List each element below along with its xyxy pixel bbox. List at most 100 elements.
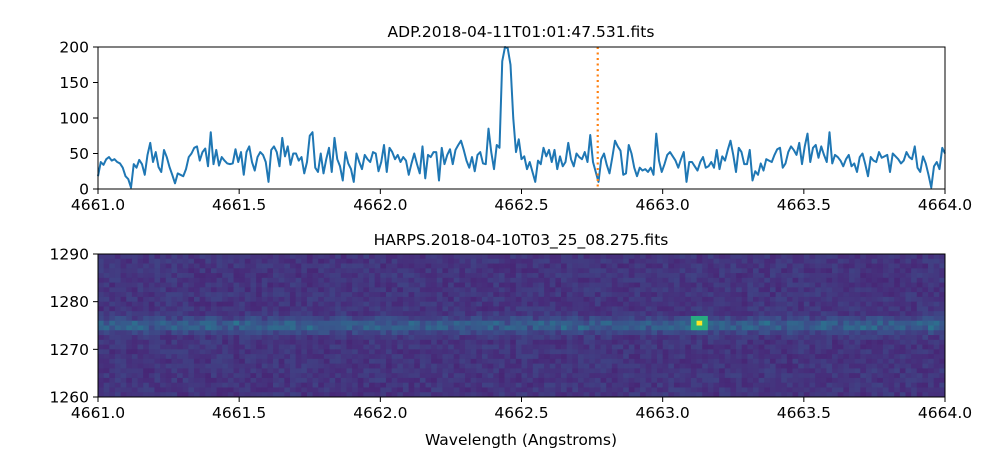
heatmap-cell (273, 358, 280, 365)
heatmap-cell (380, 325, 387, 331)
heatmap-cell (820, 358, 827, 365)
heatmap-cell (882, 339, 889, 345)
heatmap-cell (696, 254, 703, 260)
heatmap-cell (442, 320, 449, 326)
heatmap-cell (690, 277, 697, 283)
heatmap-cell (922, 311, 929, 317)
heatmap-cell (391, 344, 398, 350)
heatmap-cell (188, 377, 195, 384)
heatmap-cell (566, 363, 573, 369)
heatmap-cell (928, 268, 935, 274)
heatmap-cell (645, 330, 652, 336)
heatmap-cell (939, 268, 946, 274)
heatmap-cell (380, 373, 387, 379)
heatmap-cell (860, 277, 867, 283)
heatmap-cell (273, 339, 280, 345)
heatmap-cell (346, 368, 353, 374)
heatmap-cell (645, 320, 652, 326)
heatmap-cell (160, 268, 167, 274)
heatmap-cell (504, 254, 511, 260)
heatmap-cell (459, 344, 466, 350)
heatmap-cell (803, 292, 810, 298)
heatmap-cell (916, 263, 923, 269)
heatmap-cell (865, 296, 872, 303)
heatmap-cell (154, 377, 161, 384)
heatmap-cell (555, 254, 562, 260)
heatmap-cell (126, 344, 133, 350)
heatmap-cell (532, 254, 539, 260)
heatmap-cell (566, 282, 573, 288)
heatmap-cell (645, 268, 652, 274)
heatmap-cell (391, 320, 398, 326)
heatmap-cell (589, 301, 596, 307)
heatmap-cell (769, 258, 776, 264)
heatmap-cell (357, 363, 364, 369)
heatmap-cell (527, 392, 534, 398)
heatmap-cell (832, 344, 839, 350)
heatmap-cell (679, 268, 686, 274)
heatmap-cell (295, 382, 302, 388)
heatmap-cell (764, 306, 771, 312)
heatmap-cell (137, 254, 144, 260)
heatmap-cell (600, 349, 607, 355)
heatmap-cell (532, 282, 539, 288)
heatmap-cell (527, 311, 534, 317)
heatmap-cell (849, 263, 856, 269)
heatmap-cell (222, 325, 229, 331)
heatmap-cell (623, 320, 630, 326)
heatmap-cell (244, 354, 251, 360)
heatmap-cell (148, 377, 155, 384)
heatmap-cell (532, 392, 539, 398)
heatmap-cell (871, 339, 878, 345)
heatmap-cell (374, 363, 381, 369)
heatmap-cell (741, 263, 748, 269)
heatmap-cell (261, 373, 268, 379)
heatmap-cell (521, 330, 528, 336)
heatmap-cell (171, 306, 178, 312)
heatmap-cell (860, 320, 867, 326)
heatmap-cell (267, 363, 274, 369)
heatmap-cell (521, 258, 528, 264)
heatmap-cell (544, 273, 551, 279)
heatmap-cell (448, 301, 455, 307)
heatmap-cell (634, 277, 641, 283)
heatmap-cell (645, 287, 652, 293)
heatmap-cell (171, 354, 178, 360)
heatmap-cell (657, 344, 664, 350)
heatmap-cell (719, 344, 726, 350)
heatmap-cell (369, 373, 376, 379)
heatmap-cell (521, 349, 528, 355)
heatmap-cell (346, 273, 353, 279)
heatmap-cell (736, 282, 743, 288)
heatmap-cell (131, 392, 138, 398)
heatmap-cell (939, 296, 946, 303)
heatmap-cell (154, 325, 161, 331)
heatmap-cell (510, 382, 517, 388)
heatmap-cell (899, 335, 906, 341)
heatmap-cell (374, 358, 381, 365)
heatmap-cell (448, 282, 455, 288)
heatmap-cell (306, 335, 313, 341)
heatmap-cell (346, 335, 353, 341)
heatmap-cell (363, 363, 370, 369)
heatmap-cell (696, 273, 703, 279)
heatmap-cell (730, 273, 737, 279)
heatmap-cell (707, 254, 714, 260)
heatmap-cell (854, 311, 861, 317)
heatmap-cell (103, 368, 110, 374)
heatmap-cell (899, 368, 906, 374)
heatmap-cell (911, 282, 918, 288)
heatmap-cell (425, 373, 432, 379)
heatmap-cell (408, 392, 415, 398)
heatmap-cell (690, 382, 697, 388)
heatmap-cell (758, 344, 765, 350)
heatmap-cell (702, 268, 709, 274)
heatmap-cell (527, 363, 534, 369)
heatmap-cell (448, 349, 455, 355)
heatmap-cell (289, 358, 297, 365)
heatmap-cell (623, 258, 630, 264)
heatmap-cell (199, 392, 206, 398)
heatmap-cell (391, 254, 398, 260)
heatmap-cell (679, 273, 686, 279)
heatmap-cell (374, 335, 381, 341)
